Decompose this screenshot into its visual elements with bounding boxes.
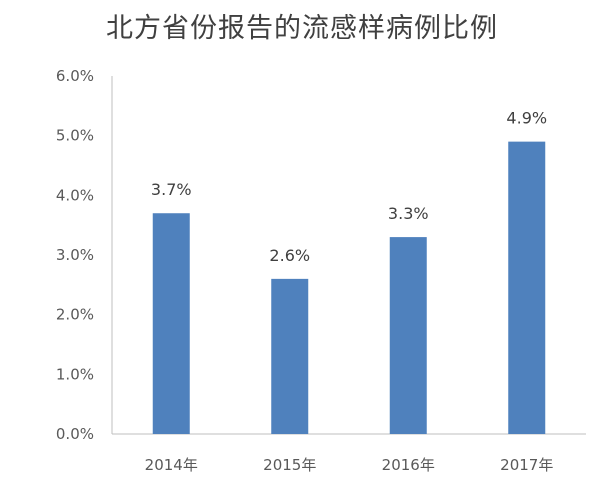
y-axis-ticks: 0.0% 1.0% 2.0% 3.0% 4.0% 5.0% 6.0% [56,67,94,443]
x-axis-labels: 2014年 2015年 2016年 2017年 [145,456,554,474]
y-tick-label: 1.0% [56,365,94,383]
bar [508,141,546,434]
y-tick-label: 3.0% [56,246,94,264]
y-tick-label: 5.0% [56,127,94,145]
bar [152,213,190,434]
x-tick-label: 2017年 [500,456,553,474]
x-tick-label: 2016年 [382,456,435,474]
data-label: 4.9% [506,109,547,128]
y-tick-label: 0.0% [56,425,94,443]
chart-title: 北方省份报告的流感样病例比例 [106,13,498,44]
data-label: 3.7% [151,180,192,199]
x-tick-label: 2014年 [145,456,198,474]
bars: 3.7% 2.6% 3.3% 4.9% [151,109,547,434]
y-tick-label: 4.0% [56,186,94,204]
bar [271,278,309,434]
y-tick-label: 6.0% [56,67,94,85]
y-tick-label: 2.0% [56,306,94,324]
data-label: 3.3% [388,204,429,223]
x-tick-label: 2015年 [263,456,316,474]
data-label: 2.6% [269,246,310,265]
bar [389,237,427,434]
